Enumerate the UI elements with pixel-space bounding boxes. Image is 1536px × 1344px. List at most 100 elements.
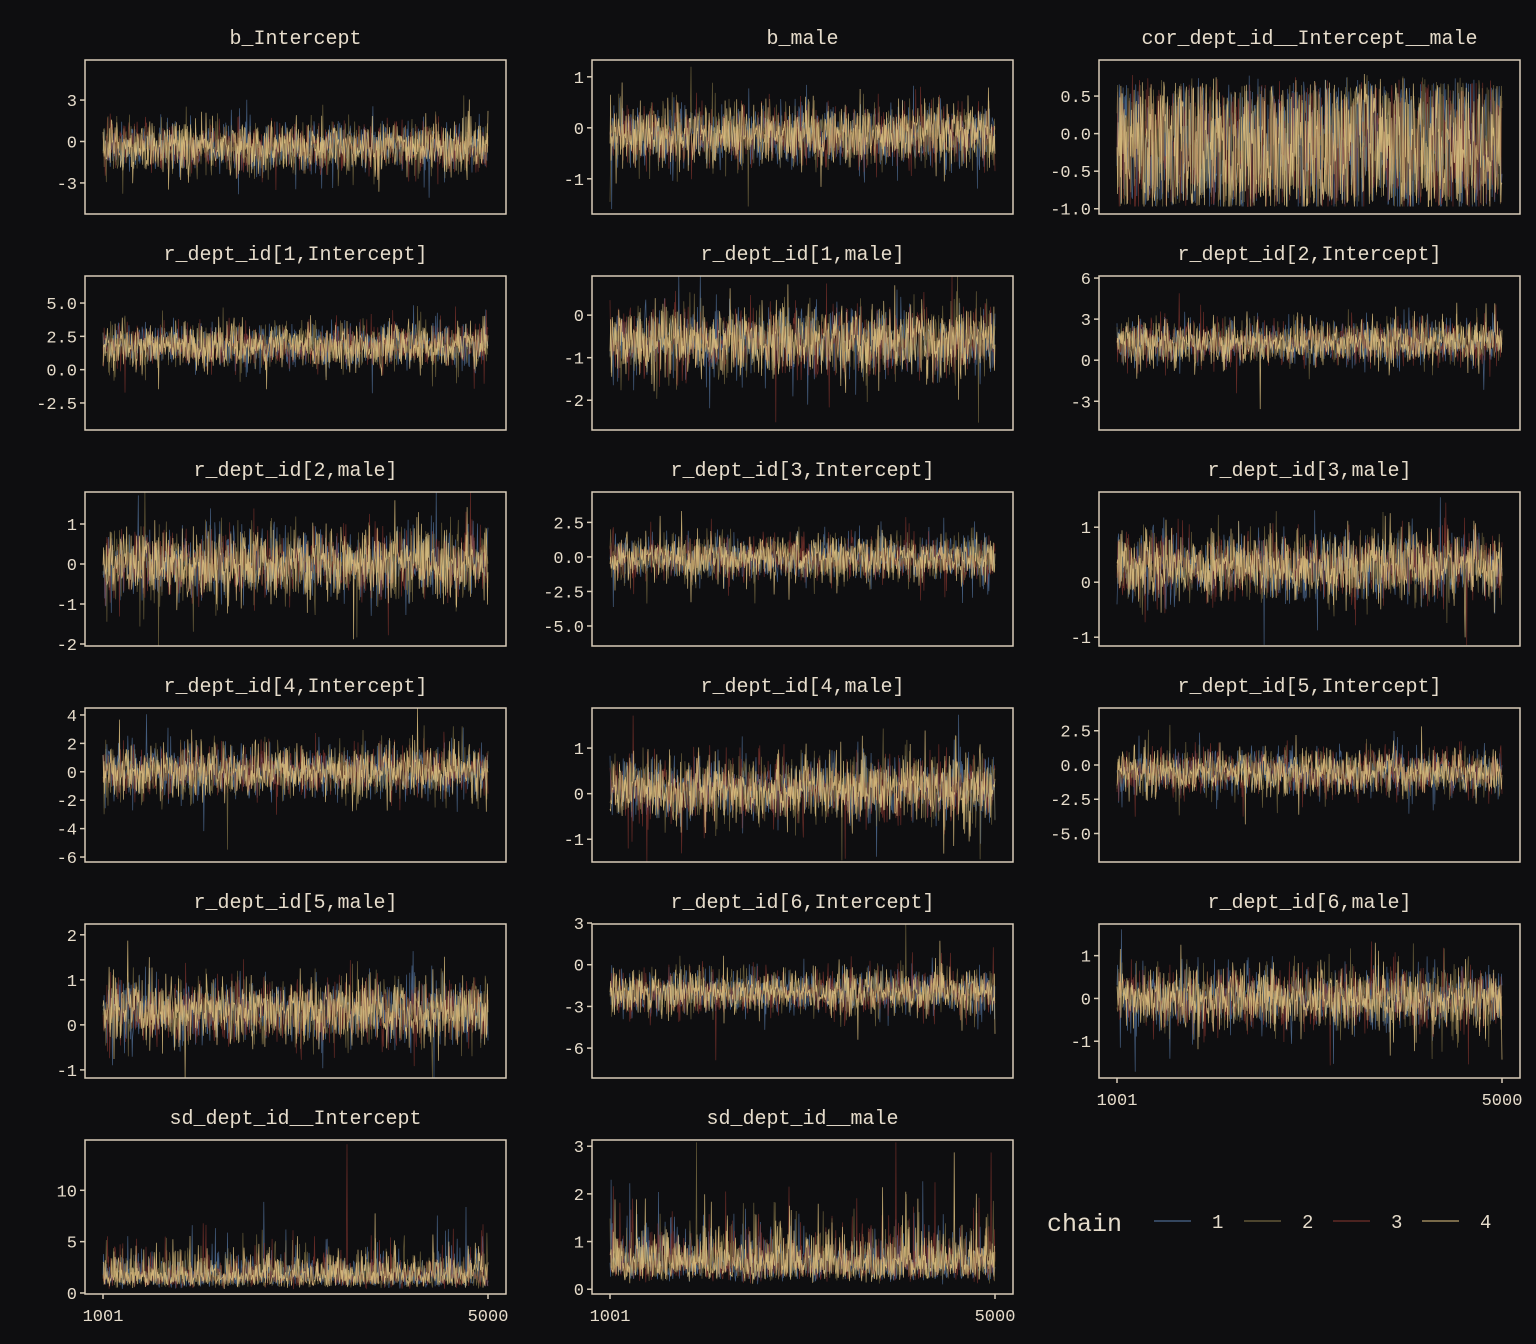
y-tick-label: -1 <box>57 597 77 616</box>
trace-chain-2 <box>102 95 489 194</box>
y-tick-label: 0.0 <box>553 550 584 569</box>
y-tick-label: 1 <box>67 973 77 992</box>
panel: r_dept_id[3,Intercept] 2.5 0.0 -2.5 -5.0 <box>543 460 1014 647</box>
y-tick-label: 0 <box>574 958 584 977</box>
trace-chain-4 <box>1116 302 1503 410</box>
panel: r_dept_id[4,Intercept] 4 2 0 -2 -4 -6 <box>57 676 507 869</box>
trace-chain-4 <box>102 707 489 812</box>
y-tick-label: 1 <box>67 517 77 536</box>
y-tick-label: 2.5 <box>553 515 584 534</box>
panel-frame <box>84 491 507 647</box>
y-tick-label: -6 <box>57 850 77 869</box>
y-tick-label: 0 <box>574 121 584 140</box>
y-tick-label: 1 <box>1081 520 1091 539</box>
y-tick-label: -3 <box>564 999 584 1018</box>
panel-frame <box>1098 491 1521 647</box>
legend-title: chain <box>1047 1210 1122 1239</box>
trace-chain-4 <box>102 500 489 640</box>
y-tick-label: -2 <box>57 637 77 656</box>
legend-label: 4 <box>1480 1212 1491 1234</box>
panel-title: r_dept_id[1,male] <box>700 244 904 267</box>
trace-chain-4 <box>609 940 996 1040</box>
y-tick-label: -3 <box>1071 394 1091 413</box>
y-tick-label: 5 <box>67 1235 77 1254</box>
y-tick-label: -1 <box>1071 1034 1091 1053</box>
panel-title: r_dept_id[4,Intercept] <box>163 676 427 699</box>
panel-frame <box>591 923 1014 1079</box>
panel: r_dept_id[5,male] 2 1 0 -1 <box>57 892 507 1082</box>
y-tick-label: 2.5 <box>46 329 77 348</box>
y-tick-label: 3 <box>1081 312 1091 331</box>
y-tick-label: -5.0 <box>543 619 584 638</box>
trace-chain-4 <box>609 284 996 400</box>
y-tick-label: 0 <box>1081 575 1091 594</box>
trace-chain-4 <box>609 730 996 854</box>
trace-chain-4 <box>102 1213 489 1290</box>
y-tick-label: 0.5 <box>1060 89 1091 108</box>
panel-title: b_Intercept <box>229 28 361 51</box>
panel-title: r_dept_id[6,Intercept] <box>670 892 934 915</box>
panel-title: r_dept_id[3,male] <box>1207 460 1411 483</box>
panel: r_dept_id[6,male] 1 0 -1 1001 5000 <box>1071 892 1523 1111</box>
y-tick-label: 4 <box>67 708 77 727</box>
y-tick-label: 2 <box>67 928 77 947</box>
y-tick-label: 3 <box>67 93 77 112</box>
panel: cor_dept_id__Intercept__male 0.5 0.0 -0.5 -1… <box>1050 28 1521 221</box>
panel: r_dept_id[5,Intercept] 2.5 0.0 -2.5 -5.0 <box>1050 676 1521 863</box>
y-tick-label: -1.0 <box>1050 202 1091 221</box>
y-tick-label: -6 <box>564 1041 584 1060</box>
trace-chain-4 <box>1116 73 1503 207</box>
y-tick-label: -1 <box>57 1063 77 1082</box>
y-tick-label: -1 <box>1071 630 1091 649</box>
y-tick-label: 1 <box>574 70 584 89</box>
y-tick-label: 0 <box>1081 991 1091 1010</box>
x-tick-label: 5000 <box>1482 1092 1523 1111</box>
x-tick-label: 1001 <box>83 1308 124 1327</box>
trace-chain-2 <box>609 526 996 604</box>
panel-title: sd_dept_id__Intercept <box>169 1108 421 1131</box>
y-tick-label: 0 <box>67 557 77 576</box>
y-tick-label: 1 <box>574 1235 584 1254</box>
y-tick-label: -2.5 <box>543 584 584 603</box>
panel: sd_dept_id__Intercept 10 5 0 1001 5000 <box>57 1108 509 1327</box>
panel-frame <box>591 707 1014 863</box>
trace-chain-4 <box>102 315 489 390</box>
trace-chain-4 <box>1116 942 1503 1060</box>
y-tick-label: -2 <box>57 793 77 812</box>
trace-chain-4 <box>1116 513 1503 638</box>
legend-label: 3 <box>1391 1212 1402 1234</box>
y-tick-label: -1 <box>564 832 584 851</box>
panel: b_Intercept 3 0 -3 <box>57 28 507 215</box>
legend: chain 1 2 3 4 <box>1047 1210 1491 1239</box>
y-tick-label: -5.0 <box>1050 827 1091 846</box>
panel-title: b_male <box>766 28 838 51</box>
y-tick-label: 3 <box>574 1139 584 1158</box>
panel-title: r_dept_id[1,Intercept] <box>163 244 427 267</box>
y-tick-label: 3 <box>574 916 584 935</box>
panel-frame <box>84 1139 507 1295</box>
trace-chain-2 <box>1116 511 1503 624</box>
y-tick-label: 0.0 <box>1060 127 1091 146</box>
y-tick-label: 2 <box>67 736 77 755</box>
panel: r_dept_id[1,male] 0 -1 -2 <box>564 244 1014 431</box>
panel-title: r_dept_id[6,male] <box>1207 892 1411 915</box>
y-tick-label: -3 <box>57 176 77 195</box>
panel-frame <box>1098 923 1521 1079</box>
panel-title: r_dept_id[4,male] <box>700 676 904 699</box>
panel-frame <box>591 1139 1014 1295</box>
panel-frame <box>1098 275 1521 431</box>
trace-chain-4 <box>609 1152 996 1284</box>
panel-frame <box>84 707 507 863</box>
y-tick-label: 2.5 <box>1060 724 1091 743</box>
x-tick-label: 1001 <box>1097 1092 1138 1111</box>
legend-label: 2 <box>1302 1212 1313 1234</box>
x-tick-label: 5000 <box>468 1308 509 1327</box>
trace-chain-4 <box>1116 726 1503 825</box>
y-tick-label: -2.5 <box>1050 792 1091 811</box>
trace-chain-4 <box>102 99 489 192</box>
panel-frame <box>591 59 1014 215</box>
trace-chain-3 <box>1116 502 1503 646</box>
y-tick-label: 0 <box>1081 353 1091 372</box>
panel: r_dept_id[1,Intercept] 5.0 2.5 0.0 -2.5 <box>36 244 507 431</box>
